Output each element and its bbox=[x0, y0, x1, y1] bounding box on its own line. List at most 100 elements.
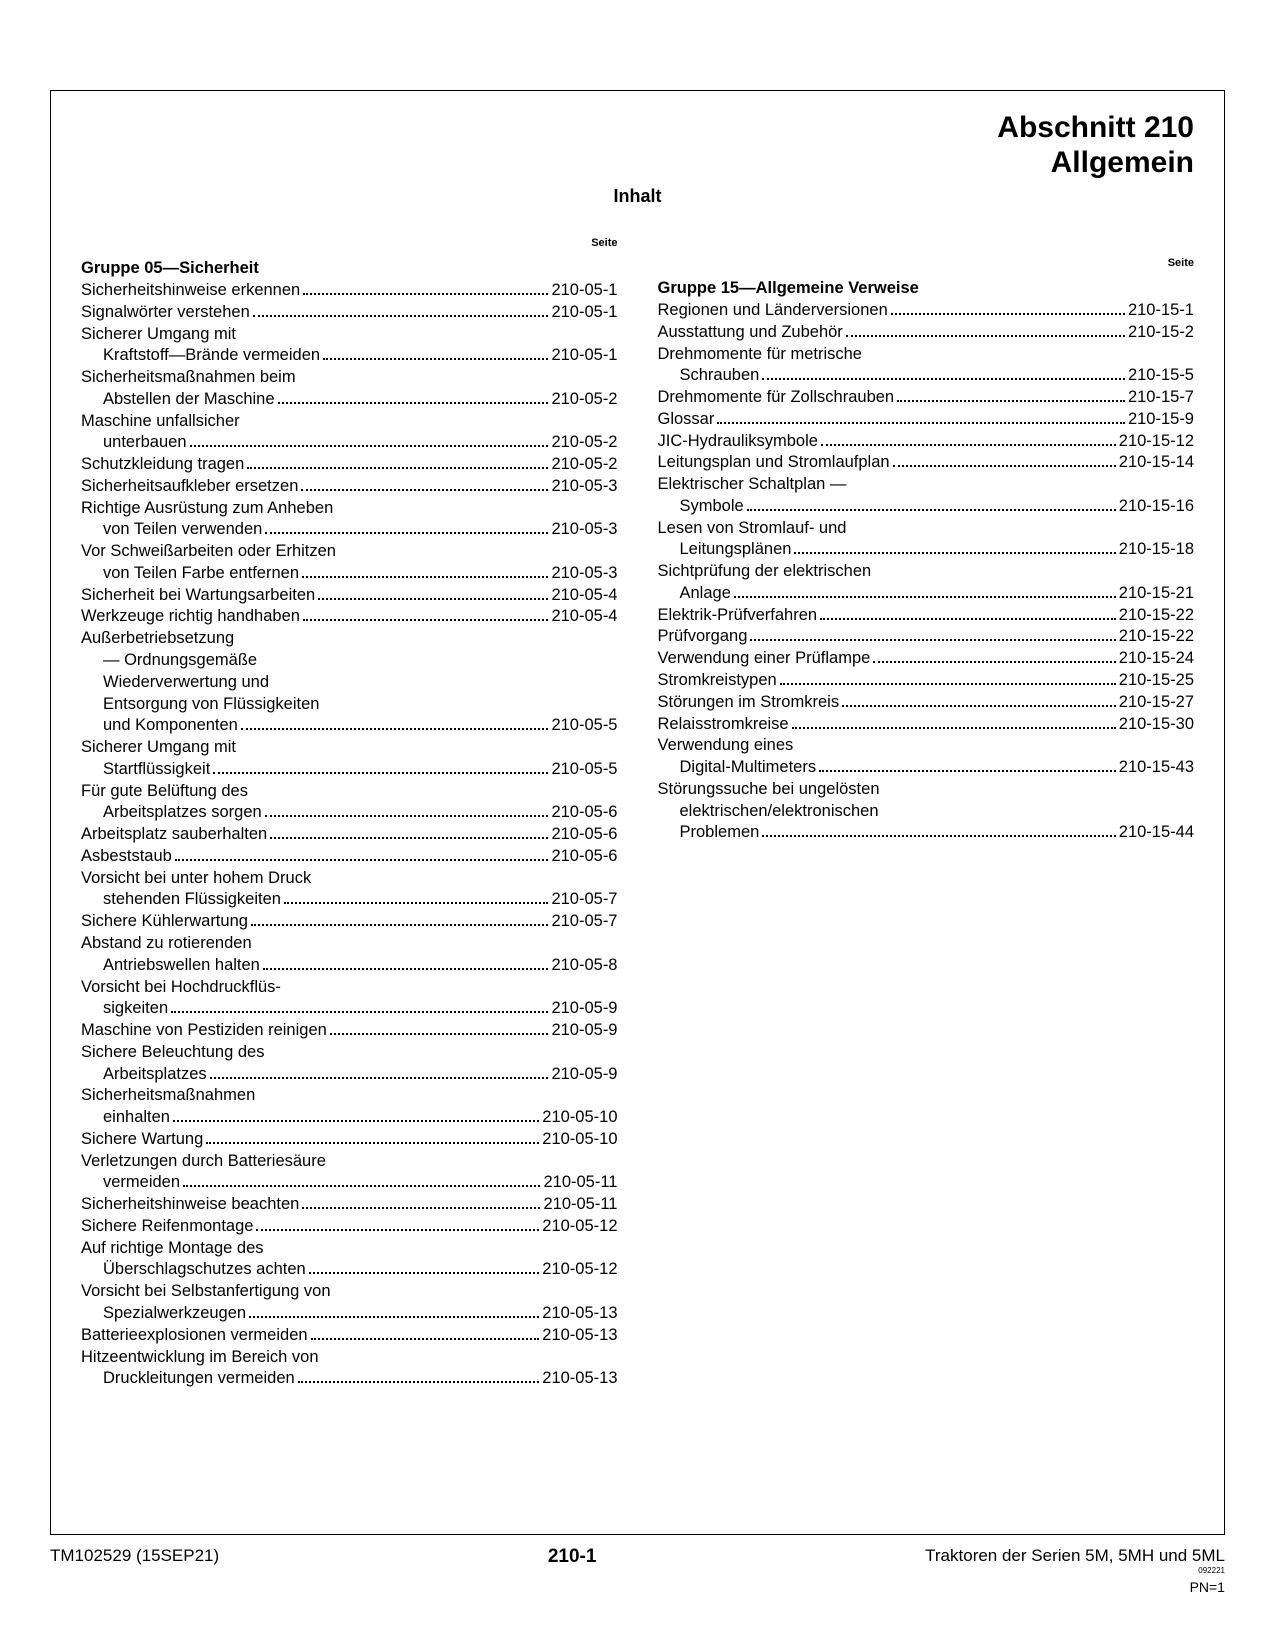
toc-leader bbox=[190, 445, 549, 447]
toc-page: 210-15-14 bbox=[1119, 452, 1194, 474]
toc-entry: Relaisstromkreise210-15-30 bbox=[658, 714, 1195, 736]
toc-entry: Antriebswellen halten210-05-8 bbox=[81, 955, 618, 977]
toc-entry: Drehmomente für Zollschrauben210-15-7 bbox=[658, 387, 1195, 409]
toc-entry-line: Wiederverwertung und bbox=[81, 672, 618, 694]
toc-entry: Stromkreistypen210-15-25 bbox=[658, 670, 1195, 692]
toc-entry: Verwendung einer Prüflampe210-15-24 bbox=[658, 648, 1195, 670]
toc-entry-line: Für gute Belüftung des bbox=[81, 781, 618, 803]
toc-title: Sicherheit bei Wartungsarbeiten bbox=[81, 585, 315, 607]
toc-page: 210-05-10 bbox=[542, 1129, 617, 1151]
toc-entry: Sichere Reifenmontage210-05-12 bbox=[81, 1216, 618, 1238]
footer-center: 210-1 bbox=[548, 1546, 597, 1568]
toc-entry-line: Vor Schweißarbeiten oder Erhitzen bbox=[81, 541, 618, 563]
toc-leader bbox=[794, 552, 1115, 554]
toc-leader bbox=[284, 902, 548, 904]
toc-page: 210-05-7 bbox=[551, 889, 617, 911]
page-footer: TM102529 (15SEP21) 210-1 Traktoren der S… bbox=[50, 1546, 1225, 1595]
toc-page: 210-05-11 bbox=[543, 1194, 617, 1216]
toc-leader bbox=[210, 1077, 549, 1079]
toc-entry-line: Vorsicht bei Selbstanfertigung von bbox=[81, 1281, 618, 1303]
toc-leader bbox=[278, 402, 549, 404]
toc-leader bbox=[301, 489, 548, 491]
section-line1: Abschnitt 210 bbox=[81, 111, 1194, 146]
toc-page: 210-15-24 bbox=[1119, 648, 1194, 670]
toc-leader bbox=[309, 1272, 540, 1274]
toc-title: von Teilen verwenden bbox=[81, 519, 262, 541]
toc-entry: Spezialwerkzeugen210-05-13 bbox=[81, 1303, 618, 1325]
toc-title: Startflüssigkeit bbox=[81, 759, 210, 781]
toc-page: 210-15-12 bbox=[1119, 431, 1194, 453]
toc-leader bbox=[780, 683, 1116, 685]
toc-entry-line: Drehmomente für metrische bbox=[658, 344, 1195, 366]
toc-page: 210-05-6 bbox=[551, 802, 617, 824]
toc-entry: Sicherheitshinweise beachten 210-05-11 bbox=[81, 1194, 618, 1216]
toc-title: Sicherheitsmaßnahmen bbox=[81, 1085, 255, 1107]
toc-title: Problemen bbox=[658, 822, 760, 844]
toc-leader bbox=[249, 1316, 539, 1318]
toc-title: Abstellen der Maschine bbox=[81, 389, 275, 411]
toc-leader bbox=[747, 509, 1116, 511]
toc-title: Digital-Multimeters bbox=[658, 757, 817, 779]
toc-entry-line: elektrischen/elektronischen bbox=[658, 801, 1195, 823]
toc-title: Maschine von Pestiziden reinigen bbox=[81, 1020, 327, 1042]
toc-title: Vor Schweißarbeiten oder Erhitzen bbox=[81, 541, 336, 563]
toc-entry-line: Sichere Beleuchtung des bbox=[81, 1042, 618, 1064]
toc-page: 210-15-9 bbox=[1128, 409, 1194, 431]
footer-left: TM102529 (15SEP21) bbox=[50, 1546, 219, 1566]
toc-column-right: Seite Gruppe 15—Allgemeine VerweiseRegio… bbox=[658, 237, 1195, 1390]
toc-entry: Arbeitsplatzes210-05-9 bbox=[81, 1064, 618, 1086]
toc-entry-line: Richtige Ausrüstung zum Anheben bbox=[81, 498, 618, 520]
toc-leader bbox=[263, 968, 549, 970]
toc-title: Sichere Reifenmontage bbox=[81, 1216, 253, 1238]
toc-page: 210-15-21 bbox=[1119, 583, 1194, 605]
toc-title: Vorsicht bei unter hohem Druck bbox=[81, 868, 311, 890]
toc-title: unterbauen bbox=[81, 432, 187, 454]
toc-leader bbox=[330, 1033, 549, 1035]
page-col-header-left: Seite bbox=[81, 237, 618, 249]
toc-leader bbox=[897, 400, 1125, 402]
toc-entry: Signalwörter verstehen210-05-1 bbox=[81, 302, 618, 324]
toc-leader bbox=[270, 837, 548, 839]
toc-leader bbox=[241, 728, 549, 730]
toc-entry-line: — Ordnungsgemäße bbox=[81, 650, 618, 672]
toc-title: Sicherheitshinweise beachten bbox=[81, 1194, 299, 1216]
toc-title: Schutzkleidung tragen bbox=[81, 454, 244, 476]
toc-entry-line: Außerbetriebsetzung bbox=[81, 628, 618, 650]
toc-title: Ausstattung und Zubehör bbox=[658, 322, 843, 344]
toc-entry-line: Verwendung eines bbox=[658, 735, 1195, 757]
toc-title: sigkeiten bbox=[81, 998, 168, 1020]
toc-leader bbox=[311, 1338, 540, 1340]
toc-page: 210-05-5 bbox=[551, 759, 617, 781]
toc-title: Werkzeuge richtig handhaben bbox=[81, 606, 300, 628]
toc-page: 210-15-7 bbox=[1128, 387, 1194, 409]
toc-title: Arbeitsplatz sauberhalten bbox=[81, 824, 267, 846]
toc-title: Maschine unfallsicher bbox=[81, 411, 240, 433]
toc-leader bbox=[175, 859, 549, 861]
toc-title: Anlage bbox=[658, 583, 731, 605]
group-title: Gruppe 05—Sicherheit bbox=[81, 259, 618, 278]
toc-entry: Batterieexplosionen vermeiden210-05-13 bbox=[81, 1325, 618, 1347]
toc-title: Abstand zu rotierenden bbox=[81, 933, 252, 955]
toc-leader bbox=[298, 1381, 540, 1383]
toc-title: Druckleitungen vermeiden bbox=[81, 1368, 295, 1390]
toc-entry: Elektrik-Prüfverfahren210-15-22 bbox=[658, 605, 1195, 627]
footer-pn: PN=1 bbox=[925, 1579, 1225, 1595]
toc-title: Stromkreistypen bbox=[658, 670, 777, 692]
toc-entry: Regionen und Länderversionen210-15-1 bbox=[658, 300, 1195, 322]
toc-entry-line: Sicherheitsmaßnahmen beim bbox=[81, 367, 618, 389]
toc-entry-line: Verletzungen durch Batteriesäure bbox=[81, 1151, 618, 1173]
toc-page: 210-05-12 bbox=[542, 1259, 617, 1281]
toc-entry: und Komponenten210-05-5 bbox=[81, 715, 618, 737]
toc-title: elektrischen/elektronischen bbox=[658, 801, 879, 823]
toc-entry-line: Abstand zu rotierenden bbox=[81, 933, 618, 955]
toc-title: Signalwörter verstehen bbox=[81, 302, 250, 324]
toc-page: 210-05-11 bbox=[543, 1172, 617, 1194]
toc-entry: sigkeiten210-05-9 bbox=[81, 998, 618, 1020]
toc-leader bbox=[820, 618, 1116, 620]
toc-page: 210-15-43 bbox=[1119, 757, 1194, 779]
toc-title: Sichtprüfung der elektrischen bbox=[658, 561, 872, 583]
toc-column-left: Seite Gruppe 05—Sicherheit Sicherheitshin… bbox=[81, 237, 618, 1390]
toc-page: 210-05-4 bbox=[551, 585, 617, 607]
toc-title: Arbeitsplatzes bbox=[81, 1064, 207, 1086]
toc-title: Asbeststaub bbox=[81, 846, 172, 868]
